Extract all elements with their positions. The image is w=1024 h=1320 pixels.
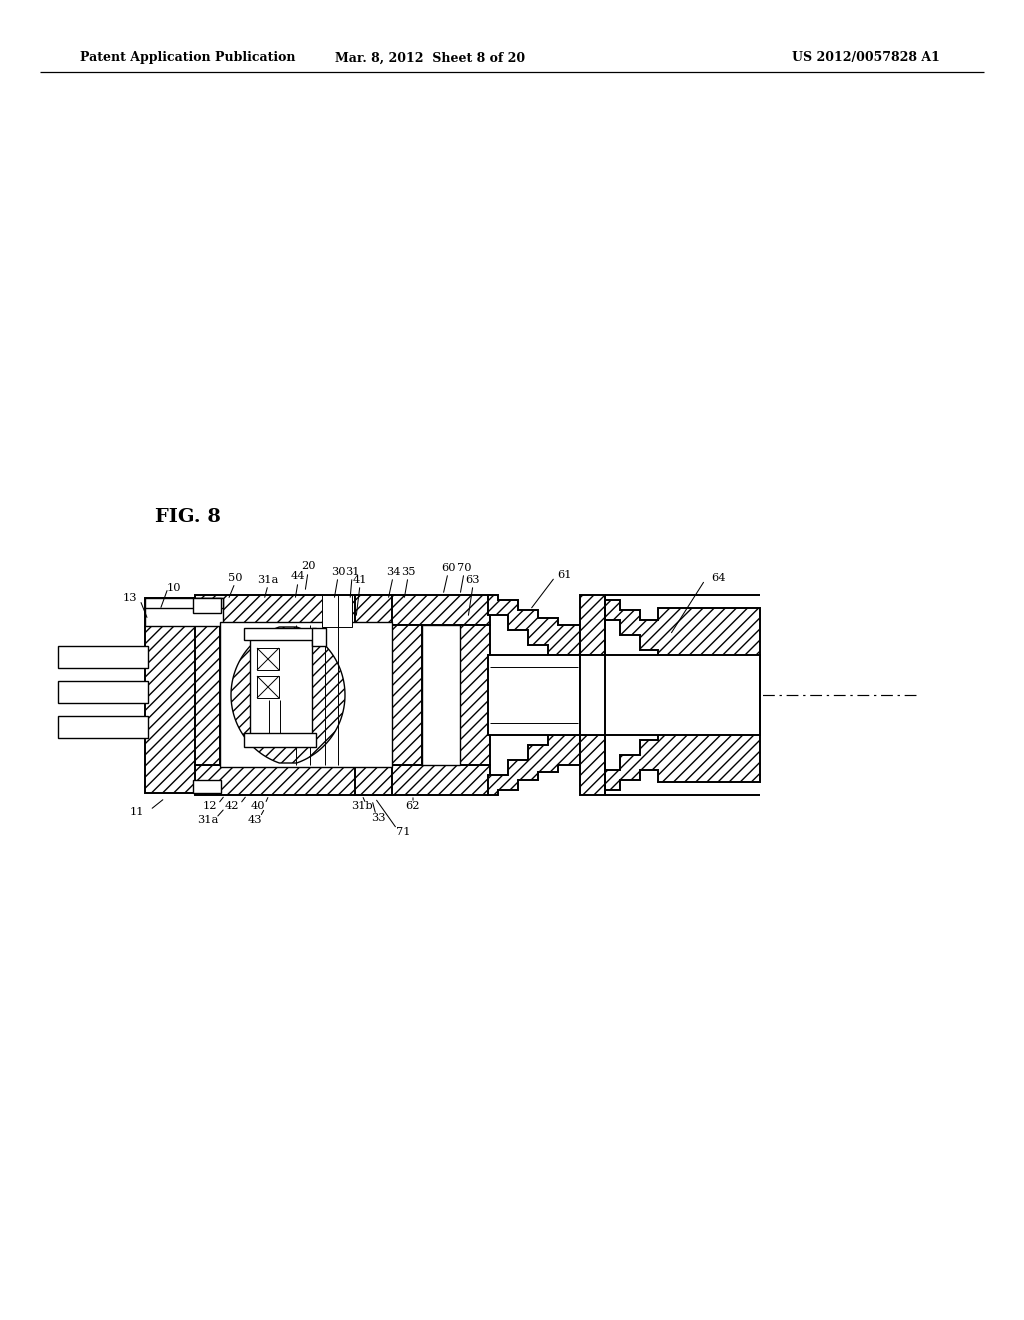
Bar <box>422 624 460 766</box>
Bar <box>195 595 395 624</box>
Text: Mar. 8, 2012  Sheet 8 of 20: Mar. 8, 2012 Sheet 8 of 20 <box>335 51 525 65</box>
Polygon shape <box>231 627 345 763</box>
Bar <box>392 624 422 766</box>
Bar <box>488 655 580 735</box>
Bar <box>58 681 148 704</box>
Text: 60: 60 <box>440 564 456 573</box>
Text: 12: 12 <box>203 801 217 810</box>
Text: 70: 70 <box>457 564 471 573</box>
Text: 43: 43 <box>248 814 262 825</box>
Bar <box>195 624 220 766</box>
Text: 62: 62 <box>406 801 420 810</box>
Text: 13: 13 <box>123 593 137 603</box>
Bar <box>312 628 326 645</box>
Bar <box>355 624 393 766</box>
Bar <box>193 780 221 793</box>
Text: FIG. 8: FIG. 8 <box>155 508 221 525</box>
Polygon shape <box>488 595 580 655</box>
Bar <box>250 635 312 744</box>
Bar <box>244 733 316 747</box>
Bar <box>145 598 223 793</box>
Bar <box>392 766 490 795</box>
Polygon shape <box>488 735 580 795</box>
Bar <box>257 676 279 698</box>
Text: 44: 44 <box>291 572 305 581</box>
Bar <box>58 645 148 668</box>
Text: 64: 64 <box>711 573 725 583</box>
Text: Patent Application Publication: Patent Application Publication <box>80 51 296 65</box>
Bar <box>580 735 605 795</box>
Bar <box>355 766 393 795</box>
Bar <box>580 595 605 655</box>
Text: 31b: 31b <box>351 801 373 810</box>
Text: 71: 71 <box>395 828 411 837</box>
Bar <box>145 598 223 609</box>
Text: 10: 10 <box>167 583 181 593</box>
Text: 50: 50 <box>227 573 243 583</box>
Text: 42: 42 <box>224 801 240 810</box>
Text: 11: 11 <box>130 807 144 817</box>
Text: 30: 30 <box>331 568 345 577</box>
Text: 34: 34 <box>386 568 400 577</box>
Text: 41: 41 <box>352 576 368 585</box>
Bar <box>392 595 490 624</box>
Text: 35: 35 <box>400 568 416 577</box>
Bar <box>338 595 352 627</box>
Bar <box>145 598 223 626</box>
Bar <box>58 715 148 738</box>
Text: 61: 61 <box>558 570 572 579</box>
Text: 33: 33 <box>371 813 385 822</box>
Bar <box>220 622 392 767</box>
Bar <box>460 624 490 766</box>
Text: 31: 31 <box>345 568 359 577</box>
Text: US 2012/0057828 A1: US 2012/0057828 A1 <box>793 51 940 65</box>
Polygon shape <box>605 595 760 660</box>
Bar <box>244 628 316 640</box>
Bar <box>322 595 338 627</box>
Text: 63: 63 <box>466 576 480 585</box>
Text: 31a: 31a <box>198 814 219 825</box>
Polygon shape <box>605 730 760 795</box>
Text: 20: 20 <box>301 561 315 572</box>
Bar <box>580 655 760 735</box>
Text: 40: 40 <box>251 801 265 810</box>
Bar <box>193 598 221 612</box>
Bar <box>257 648 279 671</box>
Bar <box>355 595 393 624</box>
Bar <box>195 766 395 795</box>
Text: 31a: 31a <box>257 576 279 585</box>
